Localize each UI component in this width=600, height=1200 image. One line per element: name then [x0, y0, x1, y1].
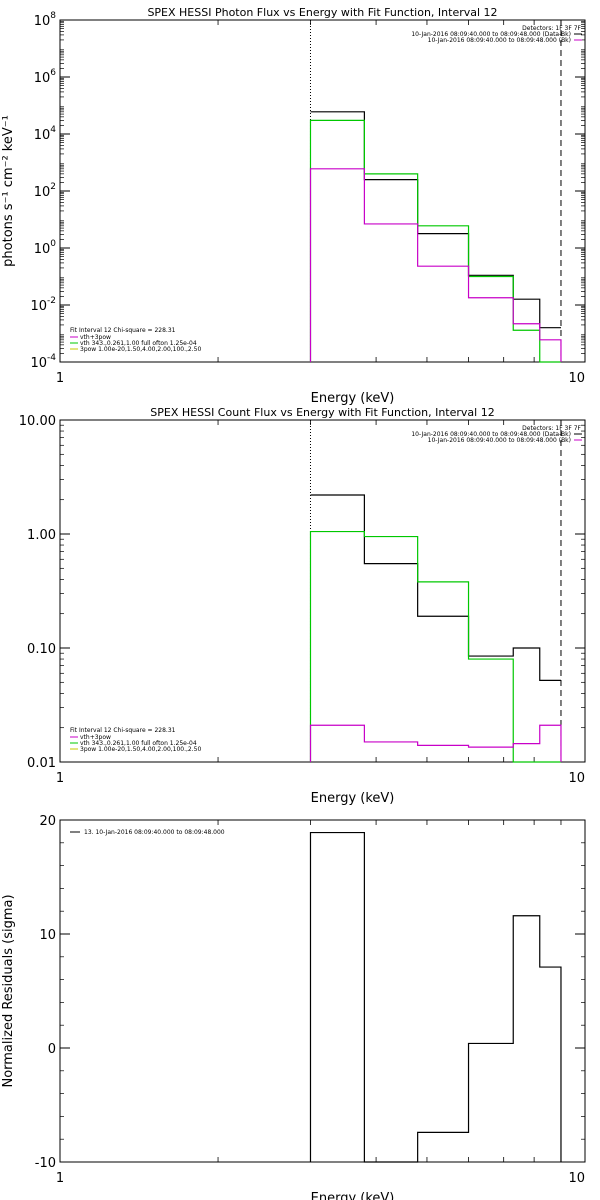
chart-1-y-tick-label: 102: [34, 182, 56, 200]
chart-3-y-tick-label: -10: [35, 1156, 56, 1171]
chart-3-x-tick-label: 10: [568, 1171, 585, 1186]
chart-2-title: SPEX HESSI Count Flux vs Energy with Fit…: [150, 406, 494, 419]
chart-2-legend-topright-line: Detectors: 1F 3F 7F: [522, 425, 581, 432]
chart-3-y-tick-label: 10: [39, 928, 56, 943]
chart-2-x-tick-label: 10: [568, 771, 585, 786]
chart-3-legend-topleft-text: 13. 10-Jan-2016 08:09:40.000 to 08:09:48…: [84, 829, 225, 836]
chart-1-y-tick-label: 104: [34, 125, 57, 143]
chart-2-y-tick-label: 1.00: [27, 528, 56, 543]
chart-2-group: SPEX HESSI Count Flux vs Energy with Fit…: [19, 406, 586, 806]
chart-1-legend-bottomleft-item: vth 343.,0.261,1.00 full ofton 1.25e-04: [80, 340, 197, 347]
chart-3-frame: [59, 819, 586, 1163]
chart-2-x-tick-label: 1: [56, 771, 64, 786]
chart-1-y-tick-label: 10-4: [30, 353, 56, 371]
chart-1-x-tick-label: 1: [56, 371, 64, 386]
chart-1-frame: [59, 19, 586, 363]
chart-1-group: SPEX HESSI Photon Flux vs Energy with Fi…: [1, 6, 586, 406]
chart-1-legend-bottomleft-item: 3pow 1.00e-20,1.50,4.00,2.00,100.,2.50: [80, 346, 201, 353]
chart-3-y-axis-title: Normalized Residuals (sigma): [1, 894, 16, 1087]
chart-1-y-axis-title: photons s⁻¹ cm⁻² keV⁻¹: [1, 115, 16, 267]
chart-2-series-3-line: [309, 724, 562, 762]
chart-2-y-tick-label: 0.01: [27, 756, 56, 771]
chart-1-legend-topright-line: Detectors: 1F 3F 7F: [522, 25, 581, 32]
chart-2-y-tick-label: 0.10: [27, 642, 56, 657]
chart-1-x-axis-title: Energy (keV): [311, 391, 395, 406]
chart-3-series-1-line: [309, 831, 562, 1163]
chart-2-legend-bottomleft-item: vth 343.,0.261,1.00 full ofton 1.25e-04: [80, 740, 197, 747]
chart-1-y-tick-label: 106: [34, 68, 57, 86]
chart-2-x-axis-title: Energy (keV): [311, 791, 395, 806]
chart-1-y-tick-label: 108: [34, 11, 57, 29]
chart-3-x-tick-label: 1: [56, 1171, 64, 1186]
chart-1-x-tick-label: 10: [568, 371, 585, 386]
chart-1-y-tick-label: 10-2: [30, 296, 56, 314]
chart-3-y-tick-label: 20: [39, 814, 56, 829]
chart-2-y-tick-label: 10.00: [19, 414, 56, 429]
chart-1-series-1-line: [310, 111, 561, 329]
chart-1-legend-bottomleft-item: vth+3pow: [80, 334, 111, 341]
chart-3-x-axis-title: Energy (keV): [311, 1191, 395, 1200]
chart-3-y-tick-label: 0: [48, 1042, 56, 1057]
chart-2-frame: [59, 419, 586, 763]
chart-3-group: 1 10 -10 0 10 20 Energy (keV) Normalized Residu…: [1, 814, 586, 1200]
chart-2-series-2-line: [309, 530, 561, 763]
chart-1-series-3-line: [309, 168, 562, 362]
chart-1-legend-topright-line: 10-Jan-2016 08:09:40.000 to 08:09:48.000…: [428, 37, 571, 44]
chart-2-legend-bottomleft-item: 3pow 1.00e-20,1.50,4.00,2.00,100.,2.50: [80, 746, 201, 753]
chart-2-legend-bottomleft-header: Fit Interval 12 Chi-square = 228.31: [70, 727, 176, 734]
chart-2-legend-topright-line: 10-Jan-2016 08:09:40.000 to 08:09:48.000…: [411, 431, 571, 438]
chart-1-title: SPEX HESSI Photon Flux vs Energy with Fi…: [147, 6, 497, 19]
chart-2-legend-topright-line: 10-Jan-2016 08:09:40.000 to 08:09:48.000…: [428, 437, 571, 444]
chart-1-series-2-line: [309, 119, 561, 363]
chart-1-legend-bottomleft-header: Fit Interval 12 Chi-square = 228.31: [70, 327, 176, 334]
chart-1-legend-topright-line: 10-Jan-2016 08:09:40.000 to 08:09:48.000…: [411, 31, 571, 38]
chart-2-legend-bottomleft-item: vth+3pow: [80, 734, 111, 741]
chart-2-series-1-line: [310, 494, 561, 681]
chart-1-y-tick-label: 100: [34, 239, 57, 257]
